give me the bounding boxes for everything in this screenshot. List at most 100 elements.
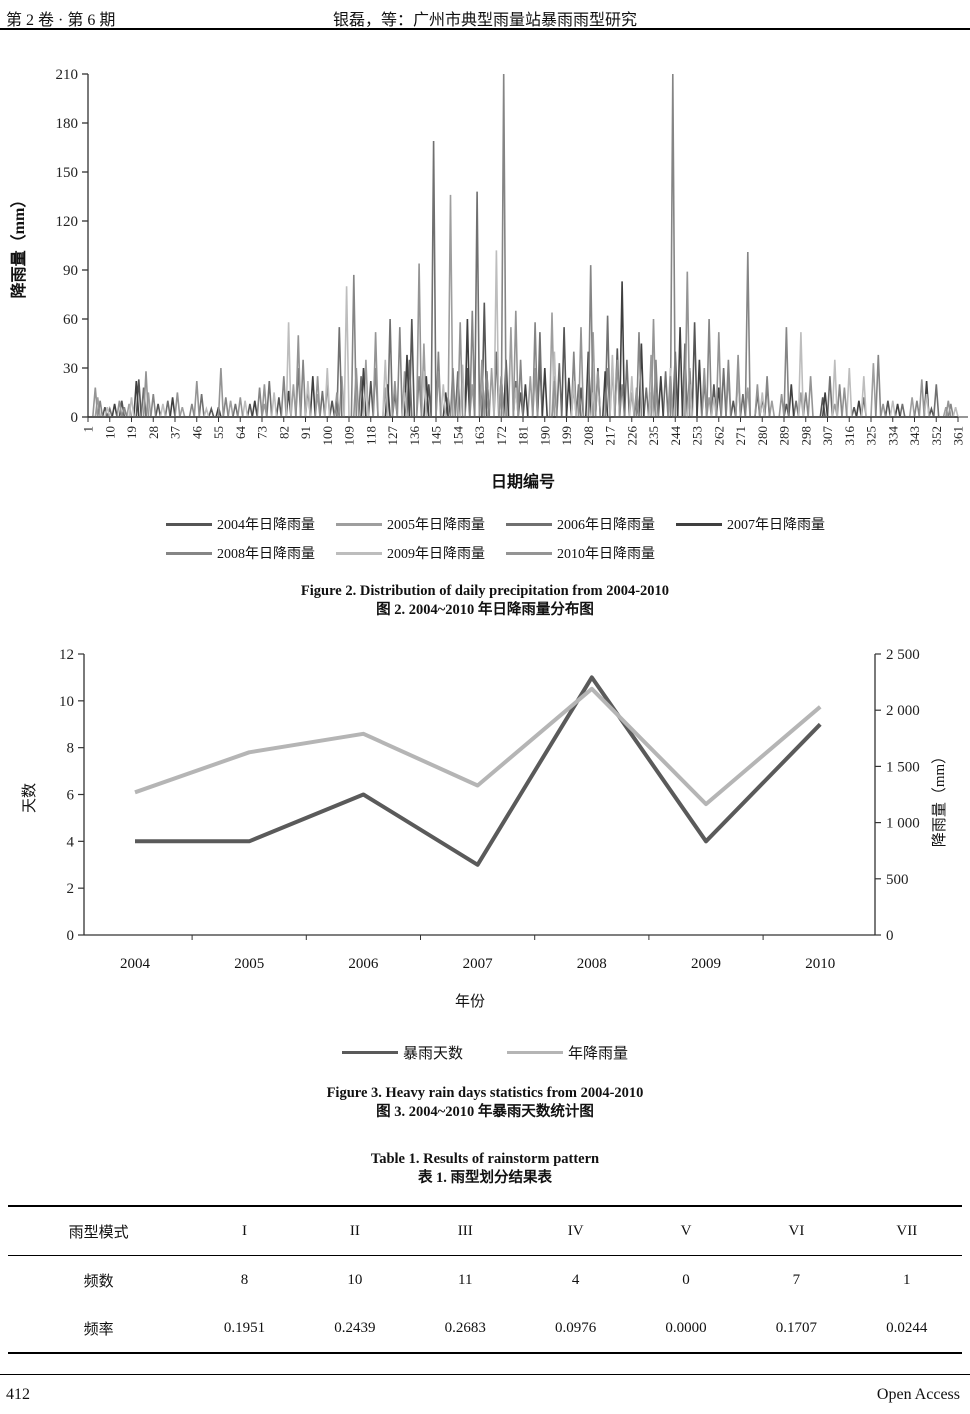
svg-text:163: 163 [472,426,487,446]
heavy-rain-days-chart: 0 2 4 6 8 10 12 0 500 1 000 1 500 2 000 2 500 2004 200… [21,647,948,1010]
svg-text:316: 316 [842,426,857,446]
svg-text:2 000: 2 000 [886,703,920,719]
svg-text:334: 334 [885,426,900,446]
svg-text:30: 30 [63,361,78,377]
legend-label: 2009年日降雨量 [387,547,485,562]
svg-text:60: 60 [63,312,78,328]
svg-text:280: 280 [755,426,770,446]
table-cell: 10 [347,1271,363,1288]
figure3-caption-en: Figure 3. Heavy rain days statistics fro… [326,1085,644,1101]
legend-label: 2008年日降雨量 [217,547,315,562]
svg-text:64: 64 [233,426,248,440]
header-cell: VII [851,1206,962,1256]
open-access-label: Open Access [876,1386,960,1403]
svg-text:208: 208 [581,426,596,446]
svg-text:降雨量（mm）: 降雨量（mm） [931,749,948,847]
page-number: 412 [6,1386,30,1403]
svg-text:253: 253 [690,426,705,446]
table-cell: 4 [571,1271,580,1288]
svg-text:172: 172 [494,426,509,446]
svg-text:91: 91 [298,426,313,439]
legend-label: 2004年日降雨量 [217,518,315,533]
svg-text:2004: 2004 [120,956,151,972]
svg-text:118: 118 [363,426,378,445]
svg-text:343: 343 [907,426,922,446]
daily-precipitation-chart: 0 30 60 90 120 150 180 210 1 10 19 28 37 46 55 64 73 82 91… [9,67,968,491]
svg-text:19: 19 [124,426,139,439]
svg-text:1 500: 1 500 [886,759,920,775]
svg-text:289: 289 [777,426,792,446]
line-swatch-2008 [166,551,212,555]
svg-text:271: 271 [733,426,748,446]
svg-text:262: 262 [711,426,726,446]
svg-text:37: 37 [168,426,183,440]
line-swatch-2004 [166,522,212,526]
row-label: 频率 [83,1321,114,1338]
header-cell: IV [520,1206,631,1256]
svg-text:199: 199 [559,426,574,446]
table-cell: 7 [792,1271,801,1288]
line-swatch-2009 [336,551,382,555]
table-cell: 0.1951 [223,1319,266,1336]
svg-text:0: 0 [67,928,75,944]
legend-item-annual-rain: 年降雨量 [507,1042,628,1062]
legend-label: 2005年日降雨量 [387,518,485,533]
svg-text:244: 244 [668,426,683,446]
series-2008年日降雨量 [88,73,968,418]
series-2010年日降雨量 [88,263,968,418]
series-暴雨天数 [135,675,822,867]
figure2-caption: Figure 2. Distribution of daily precipit… [0,582,970,620]
svg-text:2009: 2009 [691,956,721,972]
svg-text:28: 28 [146,426,161,439]
svg-text:82: 82 [276,426,291,439]
svg-text:150: 150 [56,165,79,181]
table1-title: Table 1. Results of rainstorm pattern 表 … [0,1150,970,1188]
svg-text:55: 55 [211,426,226,439]
line-swatch-2006 [506,522,552,526]
svg-text:154: 154 [450,426,465,446]
svg-text:年份: 年份 [455,993,485,1010]
legend-label: 2010年日降雨量 [557,547,655,562]
header-cell: V [630,1206,742,1256]
header-cell: I [189,1206,300,1256]
figure3-caption-zh: 图 3. 2004~2010 年暴雨天数统计图 [376,1104,594,1120]
table-row: 频数 8 10 11 4 0 7 1 [8,1256,962,1305]
legend-item-storm-days: 暴雨天数 [341,1042,463,1062]
legend-item-2006: 2006年日降雨量 [506,514,676,534]
table-cell: 0.0244 [886,1319,928,1336]
header-cell: VI [741,1206,852,1256]
svg-text:4: 4 [67,834,75,850]
legend-label: 年降雨量 [568,1045,629,1062]
table-cell: 0.0976 [554,1319,597,1336]
figure2-caption-zh: 图 2. 2004~2010 年日降雨量分布图 [376,602,594,618]
svg-text:100: 100 [320,426,335,446]
svg-text:2007: 2007 [463,956,494,972]
svg-text:190: 190 [537,426,552,446]
table-row: 频率 0.1951 0.2439 0.2683 0.0976 0.0000 0.… [8,1304,962,1353]
svg-text:235: 235 [646,426,661,446]
legend-item-2005: 2005年日降雨量 [336,514,506,534]
svg-text:145: 145 [429,426,444,446]
series-年降雨量 [134,686,822,807]
header-cell: 雨型模式 [8,1206,190,1256]
table-cell: 0.0000 [665,1319,707,1336]
svg-text:226: 226 [624,426,639,446]
header-cell: III [410,1206,521,1256]
svg-text:0: 0 [886,928,894,944]
svg-text:307: 307 [820,426,835,446]
svg-text:天数: 天数 [21,783,38,813]
svg-text:12: 12 [59,647,74,663]
line-swatch-storm-days [341,1050,398,1054]
svg-text:日期编号: 日期编号 [491,472,555,491]
header-rule [0,28,970,30]
legend-label: 2006年日降雨量 [557,518,655,533]
table-cell: 1 [903,1271,911,1288]
svg-text:2008: 2008 [577,956,607,972]
legend-item-2008: 2008年日降雨量 [166,543,336,563]
svg-text:210: 210 [56,67,79,83]
table-cell: 0.2439 [334,1319,376,1336]
figure3-legend: 暴雨天数 年降雨量 [0,1042,970,1062]
svg-text:2: 2 [67,881,75,897]
legend-item-2007: 2007年日降雨量 [676,514,846,534]
